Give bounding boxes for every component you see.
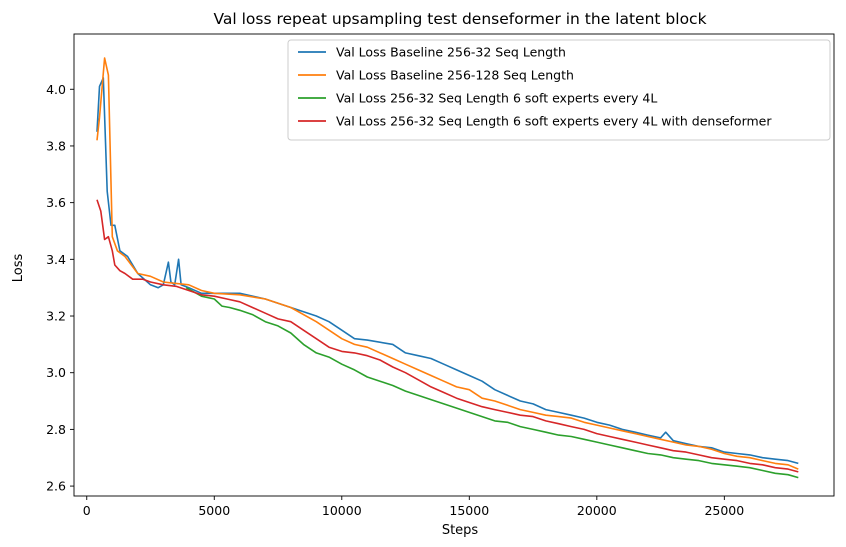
y-tick-label: 2.6 bbox=[46, 479, 66, 494]
x-tick-label: 10000 bbox=[322, 503, 362, 518]
x-tick-label: 5000 bbox=[198, 503, 230, 518]
y-tick-label: 3.6 bbox=[46, 195, 66, 210]
series-line-1 bbox=[96, 77, 799, 465]
legend-label: Val Loss 256-32 Seq Length 6 soft expert… bbox=[336, 114, 772, 129]
series-lines bbox=[96, 57, 799, 479]
x-tick-label: 0 bbox=[83, 503, 91, 518]
x-tick-label: 20000 bbox=[577, 503, 617, 518]
y-tick-label: 3.8 bbox=[46, 138, 66, 153]
series-line-3 bbox=[185, 286, 799, 479]
x-tick-label: 25000 bbox=[704, 503, 744, 518]
legend-label: Val Loss 256-32 Seq Length 6 soft expert… bbox=[336, 91, 657, 106]
series-line-4 bbox=[96, 199, 799, 473]
legend-label: Val Loss Baseline 256-32 Seq Length bbox=[336, 45, 566, 60]
y-tick-label: 3.0 bbox=[46, 365, 66, 380]
y-tick-label: 2.8 bbox=[46, 422, 66, 437]
plot-frame bbox=[73, 33, 835, 497]
series-line-2 bbox=[96, 57, 799, 470]
chart-title: Val loss repeat upsampling test densefor… bbox=[213, 10, 706, 28]
x-tick-label: 15000 bbox=[449, 503, 489, 518]
legend-box bbox=[287, 39, 831, 141]
legend-items: Val Loss Baseline 256-32 Seq Length Val L… bbox=[298, 45, 772, 129]
y-axis-label: Loss bbox=[11, 254, 26, 283]
y-tick-label: 3.4 bbox=[46, 252, 66, 267]
legend: Val Loss Baseline 256-32 Seq Length Val L… bbox=[287, 39, 831, 141]
legend-label: Val Loss Baseline 256-128 Seq Length bbox=[336, 68, 574, 83]
x-axis-label: Steps bbox=[442, 523, 479, 538]
y-tick-label: 3.2 bbox=[46, 309, 66, 324]
axes: 0 5000 10000 15000 20000 25000 2.6 2.8 3.0 3.2 3.4… bbox=[46, 82, 744, 518]
y-tick-label: 4.0 bbox=[46, 82, 66, 97]
